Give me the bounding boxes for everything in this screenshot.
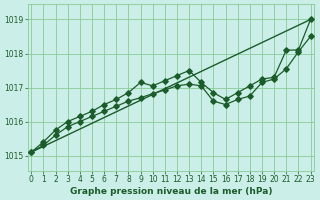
X-axis label: Graphe pression niveau de la mer (hPa): Graphe pression niveau de la mer (hPa)	[70, 187, 272, 196]
